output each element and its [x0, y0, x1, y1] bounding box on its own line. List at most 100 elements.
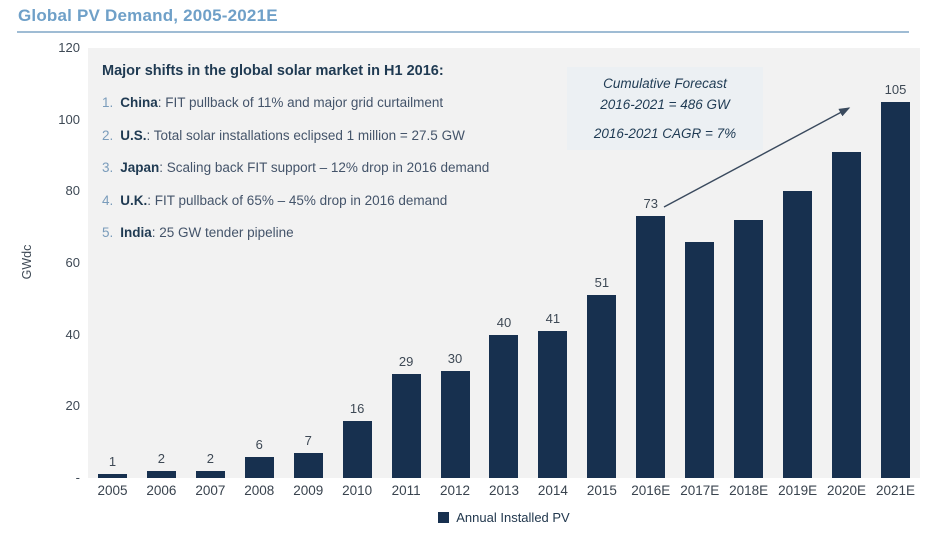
- bar-value-label: 16: [349, 400, 365, 416]
- x-axis-label-2021E: 2021E: [875, 483, 915, 498]
- bar-2014: [538, 331, 568, 478]
- bar-column-2010: 16: [333, 48, 382, 478]
- y-axis-title: GWdc: [20, 244, 34, 280]
- item-number: 2.: [102, 127, 114, 143]
- annotation-item: 4. U.K.: FIT pullback of 65% – 45% drop i…: [102, 193, 554, 208]
- y-axis-tick: 80: [65, 183, 80, 199]
- bar-value-label: 73: [643, 196, 659, 212]
- bar-2011: [391, 374, 421, 478]
- bar-value-label: 2: [157, 450, 166, 466]
- x-axis-label-2020E: 2020E: [827, 483, 867, 498]
- bar-value-label: 2: [206, 450, 214, 466]
- x-axis-label-2010: 2010: [342, 483, 373, 498]
- bar-2017E: [685, 241, 715, 478]
- bar-2020E: [832, 151, 862, 478]
- item-number: 5.: [102, 225, 114, 240]
- item-text: : Scaling back FIT support – 12% drop in…: [159, 160, 490, 175]
- y-axis-tick: 100: [58, 111, 80, 127]
- bar-value-label: 7: [304, 432, 312, 448]
- x-axis-label-2013: 2013: [488, 483, 519, 498]
- bar-2015: [587, 295, 617, 478]
- item-text: : FIT pullback of 11% and major grid cur…: [157, 95, 444, 110]
- bar-value-label: 29: [398, 354, 414, 370]
- bar-2010: [342, 420, 372, 478]
- bar-value-label: 51: [594, 275, 610, 291]
- bar-column-2020E: [822, 48, 871, 478]
- bar-value-label: 6: [255, 436, 263, 452]
- bar-column-2013: 40: [480, 48, 529, 478]
- item-number: 3.: [102, 160, 114, 175]
- legend-label: Annual Installed PV: [456, 510, 570, 525]
- item-text: : 25 GW tender pipeline: [151, 225, 294, 240]
- bar-column-2015: 51: [577, 48, 626, 478]
- chart-title: Global PV Demand, 2005-2021E: [18, 6, 278, 25]
- bar-column-2011: 29: [382, 48, 431, 478]
- cagr-text: 2016-2021 CAGR = 7%: [593, 126, 737, 141]
- x-axis: 2005 2006 2007 2008 2009 2010 2011 2012 2013 2014…: [88, 483, 920, 498]
- item-country: Japan: [120, 160, 160, 175]
- bar-value-label: 1: [108, 454, 117, 470]
- bar-column-2012: 30: [431, 48, 480, 478]
- bar-column-2021E: 105: [871, 48, 920, 478]
- cumulative-forecast-box: Cumulative Forecast 2016-2021 = 486 GW: [567, 67, 763, 121]
- title-underline: [17, 31, 909, 33]
- bar-column-2009: 7: [284, 48, 333, 478]
- item-country: China: [120, 95, 158, 110]
- bar-2018E: [734, 220, 764, 478]
- annotation-item: 3. Japan: Scaling back FIT support – 12% …: [102, 160, 554, 175]
- x-axis-label-2007: 2007: [195, 483, 226, 498]
- x-axis-label-2019E: 2019E: [778, 483, 818, 498]
- y-axis-tick: 60: [65, 255, 80, 270]
- bar-column-2007: 2: [186, 48, 235, 478]
- bar-2005: [97, 474, 127, 478]
- x-axis-label-2016E: 2016E: [631, 483, 671, 498]
- annotation-heading: Major shifts in the global solar market …: [102, 63, 444, 79]
- x-axis-label-2014: 2014: [537, 483, 568, 498]
- bar-column-2005: 1: [88, 48, 137, 478]
- bar-value-label: 40: [496, 314, 512, 330]
- item-country: U.S.: [120, 127, 147, 143]
- x-axis-label-2006: 2006: [146, 483, 177, 498]
- x-axis-label-2015: 2015: [586, 483, 617, 498]
- annotation-item: 2. U.S.: Total solar installations eclips…: [102, 128, 554, 143]
- bar-column-2016E: 73: [626, 48, 675, 478]
- item-country: India: [120, 225, 152, 240]
- bar-column-2014: 41: [528, 48, 577, 478]
- legend: Annual Installed PV: [88, 510, 920, 525]
- x-axis-label-2005: 2005: [97, 483, 128, 498]
- x-axis-label-2008: 2008: [244, 483, 275, 498]
- cagr-box: 2016-2021 CAGR = 7%: [567, 117, 763, 150]
- bar-2009: [293, 452, 323, 478]
- y-axis-tick: 20: [65, 398, 80, 414]
- y-axis-tick: 120: [58, 40, 80, 55]
- x-axis-label-2009: 2009: [293, 483, 324, 498]
- item-text: : FIT pullback of 65% – 45% drop in 2016…: [147, 192, 448, 208]
- item-country: U.K.: [120, 192, 148, 208]
- bar-value-label: 30: [447, 350, 463, 366]
- bar-column-2018E: [724, 48, 773, 478]
- item-number: 1.: [102, 95, 114, 110]
- cumulative-forecast-line1: Cumulative Forecast: [603, 76, 727, 91]
- x-axis-label-2018E: 2018E: [729, 483, 769, 498]
- bar-2021E: [880, 101, 910, 478]
- bar-value-label: 41: [545, 311, 561, 327]
- item-text: : Total solar installations eclipsed 1 m…: [146, 127, 465, 143]
- x-axis-label-2017E: 2017E: [680, 483, 720, 498]
- bar-2019E: [783, 191, 813, 478]
- annotation-item: 1. China: FIT pullback of 11% and major g…: [102, 95, 554, 110]
- bar-2016E: [636, 216, 666, 478]
- bar-column-2008: 6: [235, 48, 284, 478]
- bar-2006: [146, 470, 176, 478]
- bar-column-2017E: [675, 48, 724, 478]
- item-number: 4.: [102, 192, 114, 208]
- annotation-block: Major shifts in the global solar market …: [102, 63, 554, 258]
- legend-marker: [438, 512, 450, 523]
- bar-column-2019E: [773, 48, 822, 478]
- y-axis-tick: -: [75, 470, 80, 485]
- x-axis-label-2012: 2012: [440, 483, 471, 498]
- bar-value-label: 105: [884, 81, 907, 97]
- y-axis-tick: 40: [65, 326, 80, 342]
- bar-2013: [489, 334, 519, 478]
- bars-row: 1 2 2 6 7 16 29 30 40 41 51 73 105: [88, 48, 920, 478]
